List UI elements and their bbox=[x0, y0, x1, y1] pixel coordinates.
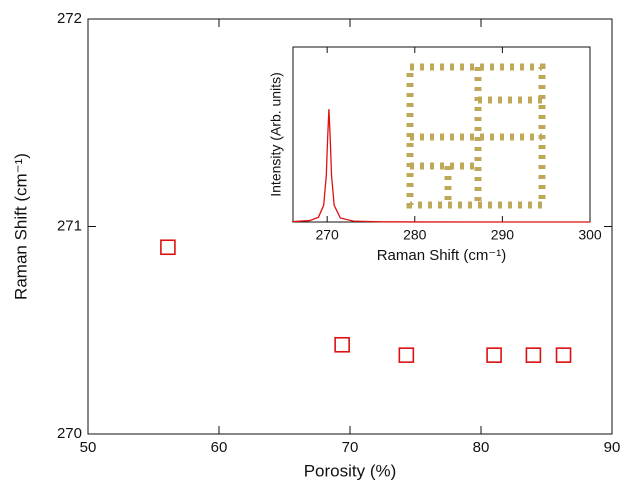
point bbox=[334, 336, 350, 353]
point bbox=[398, 347, 415, 363]
main-frame bbox=[87, 18, 613, 435]
x-tick-label: 90 bbox=[604, 439, 621, 456]
point bbox=[160, 239, 176, 256]
x-tick-label: 300 bbox=[578, 227, 602, 243]
x-tick-label: 290 bbox=[491, 227, 515, 243]
y-tick-label: 270 bbox=[57, 425, 82, 442]
x-tick-label: 270 bbox=[315, 227, 339, 243]
y-tick-label: 271 bbox=[57, 217, 82, 234]
line bbox=[292, 109, 591, 223]
point bbox=[486, 347, 502, 363]
x-tick-label: 70 bbox=[342, 439, 359, 456]
y-tick-label: 272 bbox=[57, 10, 82, 27]
x-axis-label: Raman Shift (cm⁻¹) bbox=[377, 247, 507, 264]
x-tick-label: 60 bbox=[211, 439, 228, 456]
x-tick-label: 80 bbox=[473, 439, 490, 456]
x-axis-label: Porosity (%) bbox=[304, 461, 397, 480]
structure-image bbox=[406, 63, 546, 209]
point bbox=[525, 347, 542, 363]
y-axis-label: Intensity (Arb. units) bbox=[268, 72, 284, 197]
y-axis-label: Raman Shift (cm⁻¹) bbox=[11, 153, 30, 300]
x-tick-label: 280 bbox=[403, 227, 427, 243]
point bbox=[555, 347, 572, 363]
x-tick-label: 50 bbox=[80, 439, 97, 456]
